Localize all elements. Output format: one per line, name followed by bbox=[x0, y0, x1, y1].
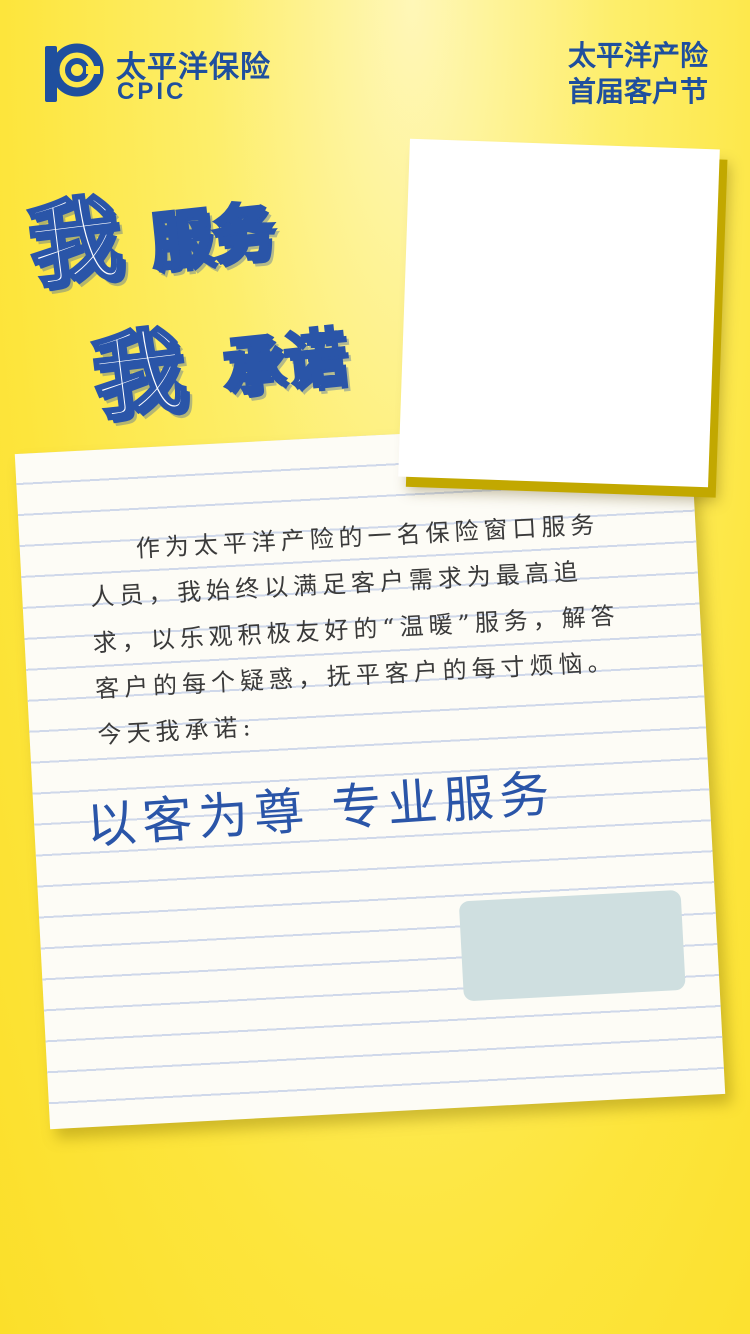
headline-chengnuo: 承诺 bbox=[218, 318, 352, 407]
signature-box[interactable] bbox=[458, 889, 686, 1002]
letter-body: 作为太平洋产险的一名保险窗口服务人员，我始终以满足客户需求为最高追求，以乐观积极… bbox=[89, 510, 621, 750]
headline-wo-2: 我 bbox=[85, 314, 192, 434]
photo-frame[interactable] bbox=[398, 138, 720, 488]
brand-name-cn: 太平洋保险 bbox=[116, 50, 271, 85]
festival-line-1: 太平洋产险 bbox=[567, 39, 708, 72]
headline-fuwu: 服务 bbox=[146, 192, 280, 281]
festival-title: 太平洋产险 首届客户节 bbox=[568, 38, 708, 110]
brand-name-en: CPIC bbox=[117, 78, 187, 105]
cpic-logo: 太平洋保险 CPIC bbox=[42, 40, 302, 110]
festival-line-2: 首届客户节 bbox=[567, 75, 708, 108]
headline-wo-1: 我 bbox=[21, 182, 128, 302]
pledge-text: 以客为尊 专业服务 bbox=[84, 764, 558, 856]
cpic-logo-icon bbox=[45, 43, 104, 102]
note-paper: 作为太平洋产险的一名保险窗口服务人员，我始终以满足客户需求为最高追求，以乐观积极… bbox=[14, 418, 726, 1130]
